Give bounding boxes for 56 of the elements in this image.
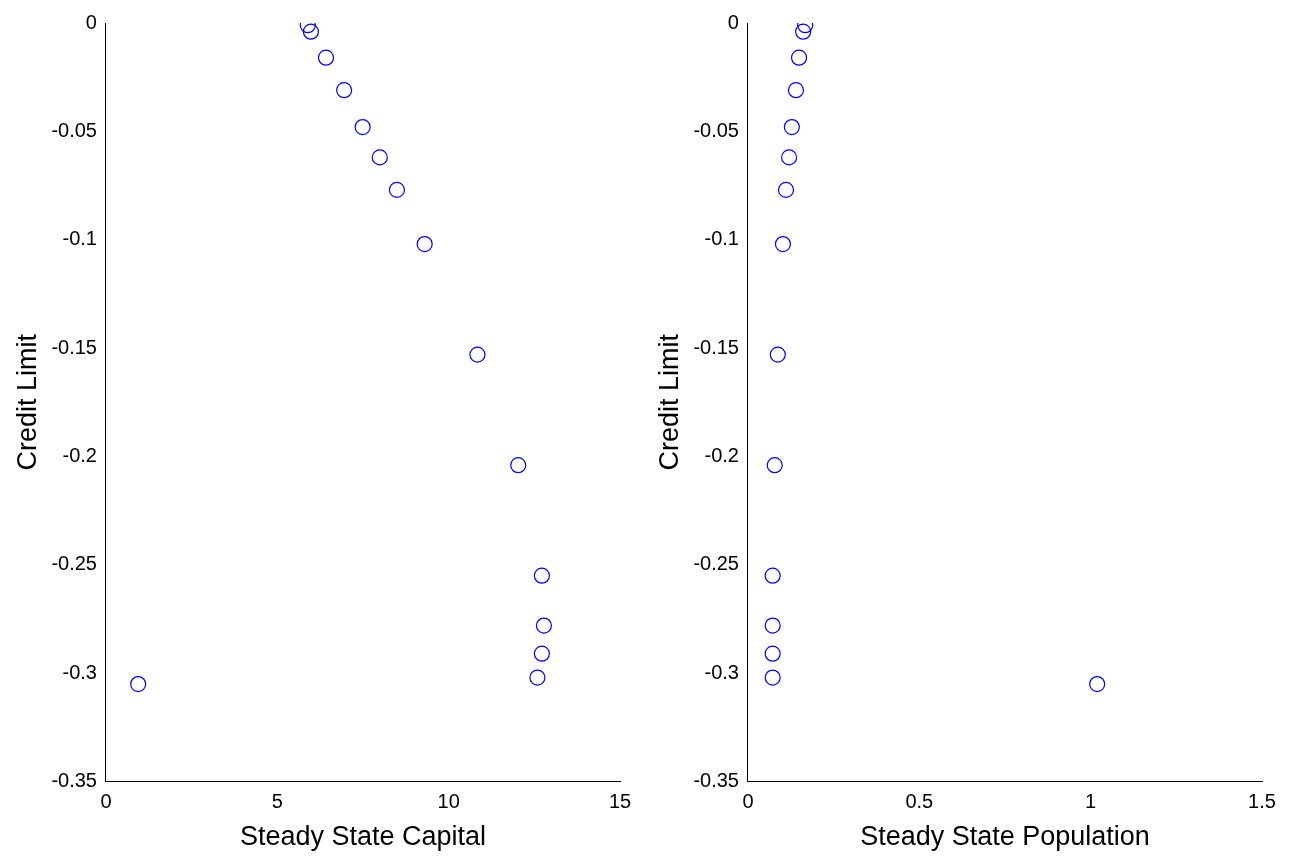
y-tick-label: -0.3 — [704, 660, 739, 683]
y-tick-label: 0 — [85, 10, 97, 33]
point — [783, 118, 800, 136]
point — [781, 149, 798, 166]
point — [533, 645, 550, 662]
point — [529, 669, 546, 686]
x-tick-label: 10 — [437, 790, 460, 813]
y-tick-label: -0.05 — [693, 118, 739, 141]
point — [371, 149, 388, 166]
point — [769, 346, 786, 363]
point — [764, 645, 781, 662]
y-tick-label: -0.35 — [51, 769, 97, 792]
point — [317, 49, 335, 66]
point — [766, 457, 783, 474]
x-tick-label: 0.5 — [905, 790, 934, 813]
point — [416, 235, 433, 253]
y-tick-label: -0.1 — [704, 227, 739, 250]
x-tick-label: 15 — [608, 790, 632, 813]
x-tick-label: 1 — [1085, 790, 1097, 813]
y-tick-label: -0.25 — [51, 552, 97, 575]
point — [795, 23, 812, 40]
y-tick-label: 0 — [727, 10, 739, 33]
point — [1089, 675, 1106, 693]
point — [302, 23, 320, 40]
point — [354, 118, 371, 136]
point — [764, 567, 781, 584]
point — [388, 181, 406, 198]
x-axis-title: Steady State Population — [860, 821, 1150, 852]
x-tick-label: 1.5 — [1248, 790, 1276, 813]
point — [777, 181, 795, 198]
y-tick-label: -0.2 — [62, 444, 97, 466]
y-tick-label: -0.2 — [704, 444, 739, 466]
point — [336, 82, 353, 99]
x-tick-label: 5 — [271, 790, 283, 813]
point — [130, 675, 147, 693]
point — [774, 235, 792, 253]
y-tick-label: -0.1 — [62, 227, 97, 250]
point — [790, 49, 808, 66]
y-tick-label: -0.3 — [62, 660, 97, 683]
point — [764, 669, 781, 686]
point — [764, 617, 781, 634]
point — [535, 617, 553, 634]
y-axis-title: Credit Limit — [11, 333, 42, 471]
y-tick-label: -0.15 — [51, 335, 97, 358]
x-tick-label: 0 — [742, 790, 754, 813]
y-tick-label: -0.25 — [693, 552, 739, 575]
x-tick-label: 0 — [100, 790, 112, 813]
y-tick-label: -0.15 — [693, 335, 739, 358]
point — [787, 82, 805, 99]
y-tick-label: -0.05 — [51, 118, 97, 141]
point — [510, 457, 527, 474]
point — [469, 346, 486, 363]
y-tick-label: -0.35 — [693, 769, 739, 792]
y-axis-title: Credit Limit — [653, 333, 684, 471]
point — [533, 567, 550, 584]
x-axis-title: Steady State Capital — [239, 821, 487, 852]
